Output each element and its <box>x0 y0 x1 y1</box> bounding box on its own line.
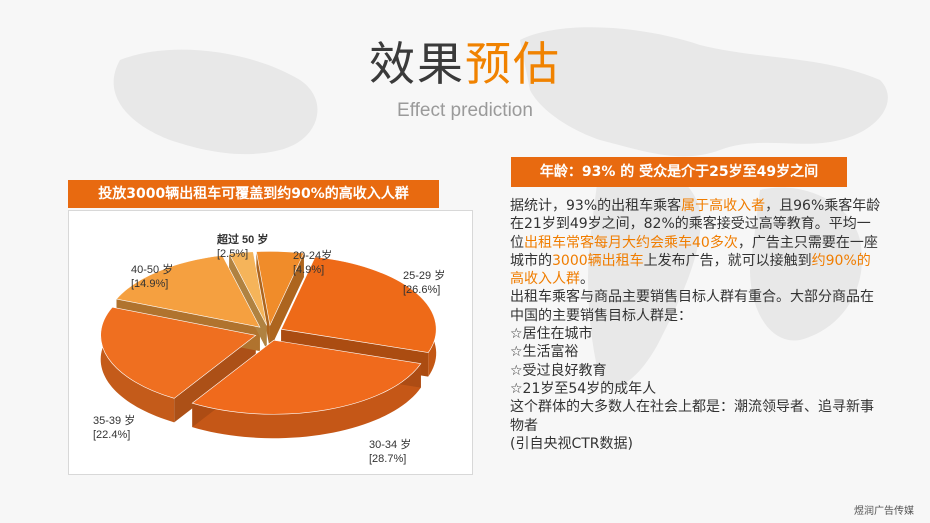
pie-slice-side-2 <box>192 363 421 439</box>
pie-slice-2 <box>191 339 422 415</box>
pie-slice-4 <box>115 255 261 328</box>
pie-label-25-29: 25-29 岁 [26.6%] <box>403 270 446 296</box>
description-text: 据统计，93%的出租车乘客属于高收入者，且96%乘客年龄在21岁到49岁之间，8… <box>510 197 882 453</box>
list-item: ☆受过良好教育 <box>510 362 607 379</box>
footer-brand: 煜润广告传媒 <box>854 506 914 517</box>
pie-label-40-50: 40-50 岁 [14.9%] <box>131 264 174 290</box>
list-item: ☆21岁至54岁的成年人 <box>510 380 657 397</box>
pie-chart-panel: 超过 50 岁 [2.5%] 20-24岁 [4.9%] 25-29 岁 [26.6%… <box>68 210 473 475</box>
pie-slice-5 <box>228 251 267 326</box>
paragraph-stats: 据统计，93%的出租车乘客属于高收入者，且96%乘客年龄在21岁到49岁之间，8… <box>510 198 881 288</box>
title-part-2: 预估 <box>465 37 561 91</box>
pie-slice-0 <box>256 251 305 327</box>
chart-header-banner: 投放3000辆出租车可覆盖到约90%的高收入人群 <box>68 180 439 208</box>
pie-slice-cut-0-1 <box>269 253 304 350</box>
pie-slice-side-3 <box>100 307 175 423</box>
age-header-banner: 年龄：93% 的 受众是介于25岁至49岁之间 <box>511 157 847 187</box>
paragraph-target-audience: 出租车乘客与商品主要销售目标人群有重合。大部分商品在中国的主要销售目标人群是： <box>510 289 874 324</box>
page-title: 效果预估 <box>0 36 930 92</box>
pie-label-over-50: 超过 50 岁 [2.5%] <box>217 234 269 260</box>
paragraph-source: (引自央视CTR数据) <box>510 435 633 452</box>
list-item: ☆居住在城市 <box>510 326 593 343</box>
paragraph-group: 这个群体的大多数人在社会上都是：潮流领导者、追寻新事物者 <box>510 399 874 434</box>
pie-slice-cut-3-0 <box>174 335 256 423</box>
pie-chart <box>100 251 437 439</box>
pie-slice-3 <box>100 306 257 399</box>
title-part-1: 效果 <box>369 37 465 91</box>
pie-slice-1 <box>280 256 437 353</box>
pie-label-35-39: 35-39 岁 [22.4%] <box>93 415 136 441</box>
pie-label-30-34: 30-34 岁 [28.7%] <box>369 439 412 465</box>
page-subtitle: Effect prediction <box>397 100 533 121</box>
pie-label-20-24: 20-24岁 [4.9%] <box>293 250 333 276</box>
list-item: ☆生活富裕 <box>510 344 579 361</box>
